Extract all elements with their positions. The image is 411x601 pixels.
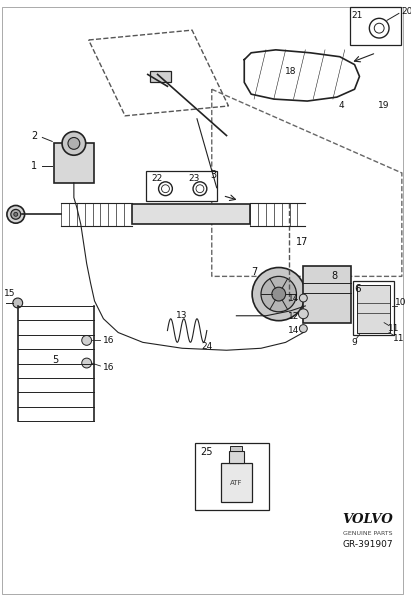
Circle shape <box>298 309 308 319</box>
Text: 13: 13 <box>175 311 187 320</box>
Text: 7: 7 <box>251 267 257 278</box>
Circle shape <box>82 358 92 368</box>
Text: 12: 12 <box>288 313 299 322</box>
Text: 14: 14 <box>288 326 299 335</box>
Text: 4: 4 <box>339 102 344 111</box>
Circle shape <box>62 132 85 155</box>
Text: 5: 5 <box>52 355 58 365</box>
Text: 20: 20 <box>401 7 411 16</box>
Circle shape <box>11 209 21 219</box>
Bar <box>356 285 390 332</box>
Circle shape <box>272 287 286 301</box>
Text: 17: 17 <box>296 237 309 247</box>
Circle shape <box>252 267 305 321</box>
Circle shape <box>300 325 307 332</box>
Circle shape <box>68 138 80 149</box>
Bar <box>195 443 269 510</box>
Text: 10: 10 <box>395 299 406 308</box>
Text: 25: 25 <box>201 447 213 457</box>
Bar <box>146 171 217 201</box>
Circle shape <box>261 276 296 312</box>
Bar <box>132 204 250 224</box>
Bar <box>353 281 394 335</box>
Text: 6: 6 <box>354 284 361 294</box>
Circle shape <box>300 294 307 302</box>
Circle shape <box>7 206 25 223</box>
Bar <box>303 266 351 323</box>
Text: GENUINE PARTS: GENUINE PARTS <box>343 531 392 537</box>
Text: 2: 2 <box>31 130 37 141</box>
Text: VOLVO: VOLVO <box>342 513 393 526</box>
Text: 18: 18 <box>285 67 296 76</box>
Text: 11: 11 <box>393 334 405 343</box>
Circle shape <box>13 298 23 308</box>
Text: 16: 16 <box>103 336 114 345</box>
Text: 3: 3 <box>211 170 217 180</box>
Bar <box>229 451 244 463</box>
Bar <box>231 446 242 451</box>
Text: 23: 23 <box>188 174 200 183</box>
Circle shape <box>14 212 18 216</box>
Text: 1: 1 <box>31 161 37 171</box>
Text: 19: 19 <box>379 102 390 111</box>
Text: 24: 24 <box>201 342 212 351</box>
Text: 14: 14 <box>288 293 299 302</box>
Text: 21: 21 <box>352 11 363 20</box>
Bar <box>54 144 94 183</box>
Text: 9: 9 <box>352 338 358 347</box>
Bar <box>221 463 252 502</box>
Text: 22: 22 <box>151 174 162 183</box>
Circle shape <box>82 335 92 346</box>
Bar <box>350 7 401 45</box>
Text: GR-391907: GR-391907 <box>342 540 393 549</box>
Text: 11: 11 <box>388 324 400 333</box>
Text: ATF: ATF <box>230 480 242 486</box>
Text: 15: 15 <box>4 288 16 297</box>
Text: 8: 8 <box>332 272 338 281</box>
Text: 16: 16 <box>103 364 114 373</box>
Bar <box>150 70 171 82</box>
